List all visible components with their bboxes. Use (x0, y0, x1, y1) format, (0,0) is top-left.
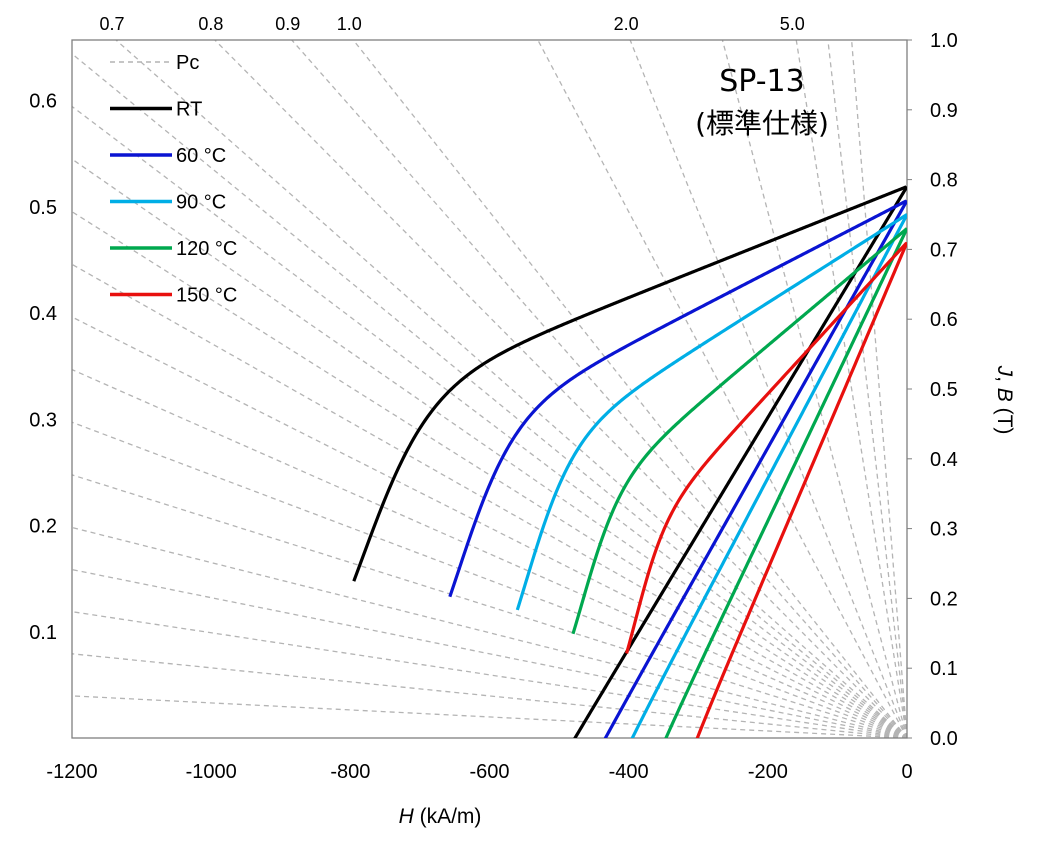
pc-value-label: 2.0 (614, 14, 639, 34)
pc-line (850, 40, 907, 738)
pc-line (629, 40, 907, 738)
pc-line (72, 105, 907, 738)
y-left-tick-label: 0.6 (29, 91, 57, 113)
y-right-tick-label: 0.2 (930, 588, 958, 610)
x-tick-label: -1200 (46, 761, 97, 783)
pc-line (72, 210, 907, 738)
j-curve (448, 199, 907, 598)
x-tick-label: -1000 (186, 761, 237, 783)
legend-label: 60 °C (176, 145, 226, 167)
pc-line (72, 52, 907, 738)
y-right-tick-label: 0.7 (930, 239, 958, 261)
pc-line (721, 40, 907, 738)
y-right-axis-ticks: 0.0 0.1 0.2 0.3 0.4 0.5 0.6 0.7 0.8 0.9 1.0 (907, 30, 958, 750)
pc-line (72, 474, 907, 738)
x-axis-ticks: -1200 -1000 -800 -600 -400 -200 0 (46, 761, 912, 783)
pc-line (795, 40, 907, 738)
b-curve (573, 185, 907, 738)
pc-value-label: 5.0 (780, 14, 805, 34)
y-left-tick-label: 0.4 (29, 303, 57, 325)
legend-label: 90 °C (176, 192, 226, 214)
bh-curves (352, 185, 907, 738)
pc-line (72, 421, 907, 738)
y-right-tick-label: 0.9 (930, 100, 958, 122)
y-right-tick-label: 0.6 (930, 309, 958, 331)
y-right-tick-label: 0.5 (930, 379, 958, 401)
b-curve (603, 199, 907, 738)
legend-label: 150 °C (176, 285, 237, 307)
j-curve (571, 227, 907, 635)
pc-line (72, 695, 907, 738)
pc-value-label: 0.7 (99, 14, 124, 34)
pc-value-label: 0.9 (275, 14, 300, 34)
x-tick-label: -200 (748, 761, 788, 783)
pc-line (213, 40, 907, 738)
x-tick-label: -600 (469, 761, 509, 783)
b-curve (630, 215, 907, 738)
x-tick-label: 0 (901, 761, 912, 783)
j-curve (625, 242, 907, 654)
legend-label: 120 °C (176, 238, 237, 260)
y-left-tick-label: 0.2 (29, 516, 57, 538)
y-right-tick-label: 0.8 (930, 170, 958, 192)
pc-line (72, 158, 907, 738)
y-right-tick-label: 0.1 (930, 658, 958, 680)
b-curve (664, 229, 907, 738)
x-axis-title: H (kA/m) (399, 805, 482, 828)
y-right-tick-label: 1.0 (930, 30, 958, 52)
y-left-tick-label: 0.5 (29, 197, 57, 219)
y-right-tick-label: 0.4 (930, 449, 958, 471)
pc-line (352, 40, 907, 738)
legend-label: Pc (176, 52, 199, 74)
y-right-tick-label: 0.0 (930, 728, 958, 750)
pc-value-labels: 0.7 0.8 0.9 1.0 2.0 5.0 (99, 14, 804, 34)
pc-value-label: 0.8 (198, 14, 223, 34)
pc-line (114, 40, 907, 738)
x-tick-label: -800 (330, 761, 370, 783)
legend-label: RT (176, 99, 202, 121)
pc-line (72, 263, 907, 738)
pc-value-label: 1.0 (337, 14, 362, 34)
y-left-tick-label: 0.3 (29, 409, 57, 431)
y-left-tick-label: 0.1 (29, 622, 57, 644)
pc-line (72, 526, 907, 738)
pc-line (72, 653, 907, 738)
pc-line (72, 316, 907, 738)
x-tick-label: -400 (609, 761, 649, 783)
y-right-axis-title: J, B (T) (993, 365, 1016, 435)
chart-subtitle: (標準仕様) (695, 107, 829, 140)
j-curve (515, 213, 907, 611)
pc-line (827, 40, 907, 738)
y-left-axis-ticks: 0.1 0.2 0.3 0.4 0.5 0.6 (29, 91, 57, 644)
chart-title: SP-13 (719, 64, 804, 99)
legend: Pc RT 60 °C 90 °C 120 °C 150 °C (110, 52, 237, 307)
b-curve (695, 241, 907, 738)
j-curve (352, 185, 907, 582)
pc-line (72, 568, 907, 738)
pc-line (72, 611, 907, 738)
y-right-tick-label: 0.3 (930, 519, 958, 541)
pc-line (72, 368, 907, 738)
